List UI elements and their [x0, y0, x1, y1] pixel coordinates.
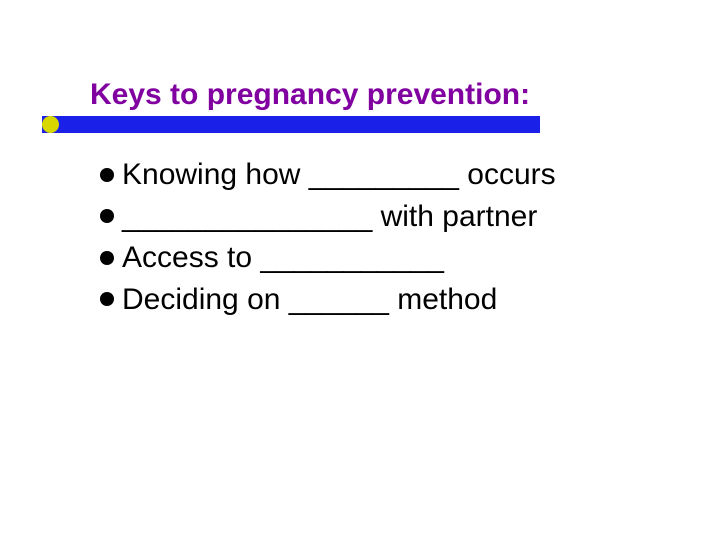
bullet-text: _______________ with partner [122, 198, 537, 236]
bullet-dot-icon [100, 292, 114, 306]
bullet-text: Access to ___________ [122, 239, 444, 277]
bullet-text: Knowing how _________ occurs [122, 156, 556, 194]
bullet-dot-icon [100, 251, 114, 265]
title-underline-bar [42, 116, 540, 133]
list-item: Deciding on ______ method [100, 281, 556, 319]
title-underline-dot-icon [42, 116, 59, 133]
bullet-dot-icon [100, 209, 114, 223]
bullet-dot-icon [100, 168, 114, 182]
slide: Keys to pregnancy prevention: Knowing ho… [0, 0, 720, 540]
slide-title: Keys to pregnancy prevention: [90, 78, 530, 112]
bullet-text: Deciding on ______ method [122, 281, 497, 319]
list-item: _______________ with partner [100, 198, 556, 236]
list-item: Knowing how _________ occurs [100, 156, 556, 194]
bullet-list: Knowing how _________ occurs ___________… [100, 156, 556, 322]
list-item: Access to ___________ [100, 239, 556, 277]
